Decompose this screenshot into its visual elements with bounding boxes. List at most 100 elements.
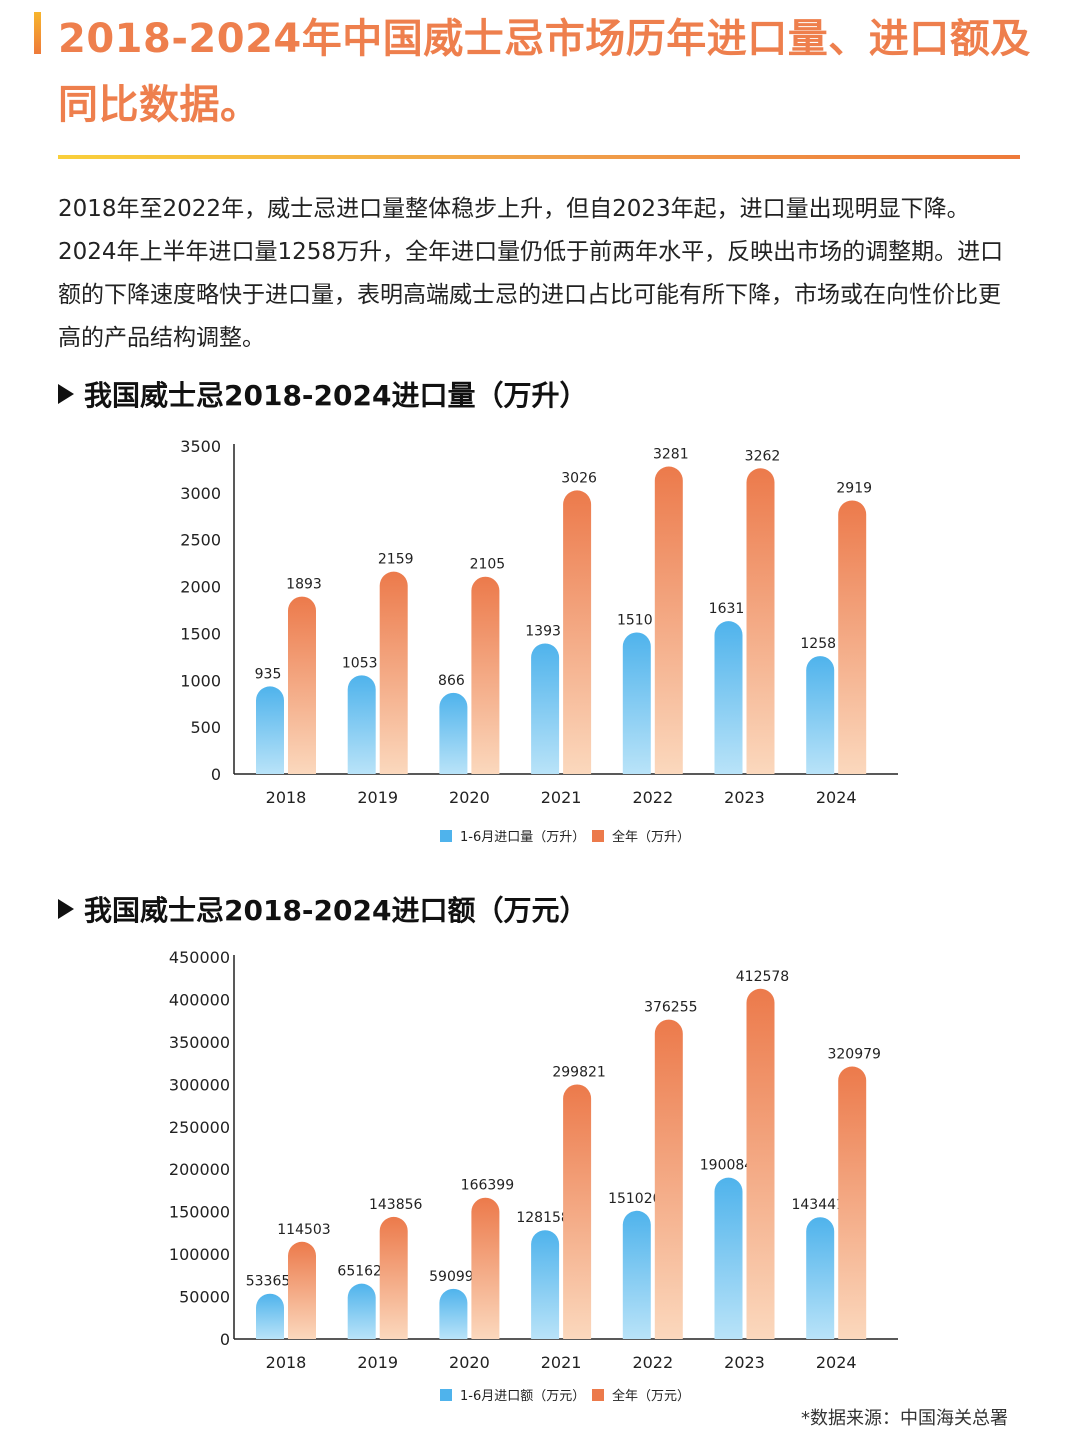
legend-label-full-year: 全年（万元）: [612, 1388, 690, 1404]
data-label: 114503: [277, 1222, 330, 1238]
x-tick-label: 2021: [541, 788, 582, 807]
x-tick-label: 2022: [632, 1353, 673, 1372]
y-tick-label: 2500: [180, 531, 221, 550]
bar-h1-2019: [347, 675, 376, 774]
bar-full-year-2020: [471, 1197, 500, 1339]
chart-import-volume: 0 500 1000 1500 2000 2500 3000 3500 935 1893 2018 1…: [180, 437, 898, 845]
chart2-heading: 我国威士忌2018-2024进口额（万元）: [58, 889, 587, 929]
data-label: 2159: [378, 552, 414, 568]
y-tick-label: 1000: [180, 671, 221, 690]
bar-h1-2022: [622, 632, 651, 774]
data-label: 143441: [791, 1197, 844, 1213]
bar-h1-2020: [439, 1288, 468, 1339]
y-tick-label: 300000: [169, 1075, 230, 1094]
bar-full-year-2019: [379, 1216, 408, 1339]
y-tick-label: 200000: [169, 1160, 230, 1179]
chart1-title: 我国威士忌2018-2024进口量（万升）: [84, 379, 588, 412]
bar-full-year-2021: [563, 490, 592, 774]
y-tick-label: 3000: [180, 484, 221, 503]
x-tick-label: 2023: [724, 1353, 765, 1372]
intro-paragraph: 2018年至2022年，威士忌进口量整体稳步上升，但自2023年起，进口量出现明…: [58, 196, 1004, 351]
x-tick-label: 2024: [816, 1353, 857, 1372]
data-label: 2105: [470, 557, 506, 573]
data-label: 59099: [429, 1269, 474, 1285]
data-label: 65162: [337, 1264, 382, 1280]
legend-swatch-full-year: [592, 1389, 604, 1401]
data-label: 935: [255, 666, 282, 682]
bar-h1-2021: [531, 643, 560, 774]
legend-label-h1: 1-6月进口额（万元）: [460, 1389, 585, 1404]
data-label: 866: [438, 673, 465, 689]
x-tick-label: 2018: [266, 1353, 307, 1372]
x-tick-label: 2023: [724, 788, 765, 807]
data-label: 412578: [736, 969, 789, 985]
legend-label-h1: 1-6月进口量（万升）: [460, 830, 585, 845]
y-tick-label: 0: [220, 1330, 230, 1349]
x-tick-label: 2019: [357, 1353, 398, 1372]
data-label: 53365: [246, 1274, 291, 1290]
data-label: 3281: [653, 447, 689, 463]
data-source-note: *数据来源：中国海关总署: [801, 1408, 1008, 1429]
bar-full-year-2024: [838, 500, 867, 774]
bar-h1-2023: [714, 1177, 743, 1339]
bar-h1-2024: [806, 656, 835, 774]
chart-legend: 1-6月进口量（万升） 全年（万升）: [440, 829, 690, 845]
data-label: 1893: [286, 577, 322, 593]
x-tick-label: 2020: [449, 788, 490, 807]
data-label: 3262: [745, 448, 781, 464]
bar-h1-2019: [347, 1283, 376, 1339]
data-label: 3026: [561, 470, 597, 486]
bar-full-year-2022: [654, 1019, 683, 1339]
y-tick-label: 2000: [180, 578, 221, 597]
bar-full-year-2022: [654, 466, 683, 774]
bar-full-year-2019: [379, 571, 408, 774]
data-label: 190084: [700, 1158, 754, 1174]
data-label: 143856: [369, 1197, 423, 1213]
data-label: 151020: [608, 1191, 661, 1207]
legend-label-full-year: 全年（万升）: [612, 829, 690, 845]
title-accent-bar: [34, 12, 41, 54]
bar-h1-2022: [622, 1210, 651, 1339]
bar-h1-2024: [806, 1217, 835, 1339]
data-label: 1053: [342, 655, 378, 671]
bar-full-year-2024: [838, 1066, 867, 1339]
y-tick-label: 250000: [169, 1118, 230, 1137]
y-tick-label: 500: [190, 718, 221, 737]
triangle-bullet-icon: [58, 899, 74, 919]
bar-h1-2023: [714, 621, 743, 774]
y-tick-label: 400000: [169, 990, 230, 1009]
data-label: 128158: [516, 1210, 569, 1226]
triangle-bullet-icon: [58, 384, 74, 404]
chart1-heading: 我国威士忌2018-2024进口量（万升）: [58, 374, 587, 414]
data-label: 1258: [800, 636, 836, 652]
x-tick-label: 2018: [266, 788, 307, 807]
y-tick-label: 450000: [169, 948, 230, 967]
x-tick-label: 2024: [816, 788, 857, 807]
bar-full-year-2018: [288, 596, 316, 774]
bar-full-year-2023: [746, 988, 775, 1339]
data-label: 1631: [709, 601, 745, 617]
y-tick-label: 3500: [180, 437, 221, 456]
title-divider: [58, 155, 1020, 159]
y-tick-label: 100000: [169, 1245, 230, 1264]
bar-full-year-2020: [471, 576, 500, 774]
bar-full-year-2023: [746, 468, 775, 774]
chart2-title: 我国威士忌2018-2024进口额（万元）: [84, 894, 588, 927]
y-tick-label: 150000: [169, 1203, 230, 1222]
data-label: 320979: [827, 1047, 880, 1063]
bar-h1-2021: [531, 1230, 560, 1339]
data-label: 1393: [525, 623, 561, 639]
chart-import-value: 0 50000 100000 150000 200000 250000 300000 3500…: [169, 948, 898, 1404]
bar-h1-2018: [256, 686, 284, 774]
legend-swatch-h1: [440, 1389, 452, 1401]
data-label: 2919: [836, 480, 872, 496]
x-tick-label: 2021: [541, 1353, 582, 1372]
y-tick-label: 1500: [180, 624, 221, 643]
chart-legend: 1-6月进口额（万元） 全年（万元）: [440, 1388, 690, 1404]
x-tick-label: 2020: [449, 1353, 490, 1372]
data-label: 1510: [617, 612, 653, 628]
bar-full-year-2018: [288, 1241, 316, 1339]
x-tick-label: 2022: [632, 788, 673, 807]
y-tick-label: 350000: [169, 1033, 230, 1052]
legend-swatch-h1: [440, 830, 452, 842]
